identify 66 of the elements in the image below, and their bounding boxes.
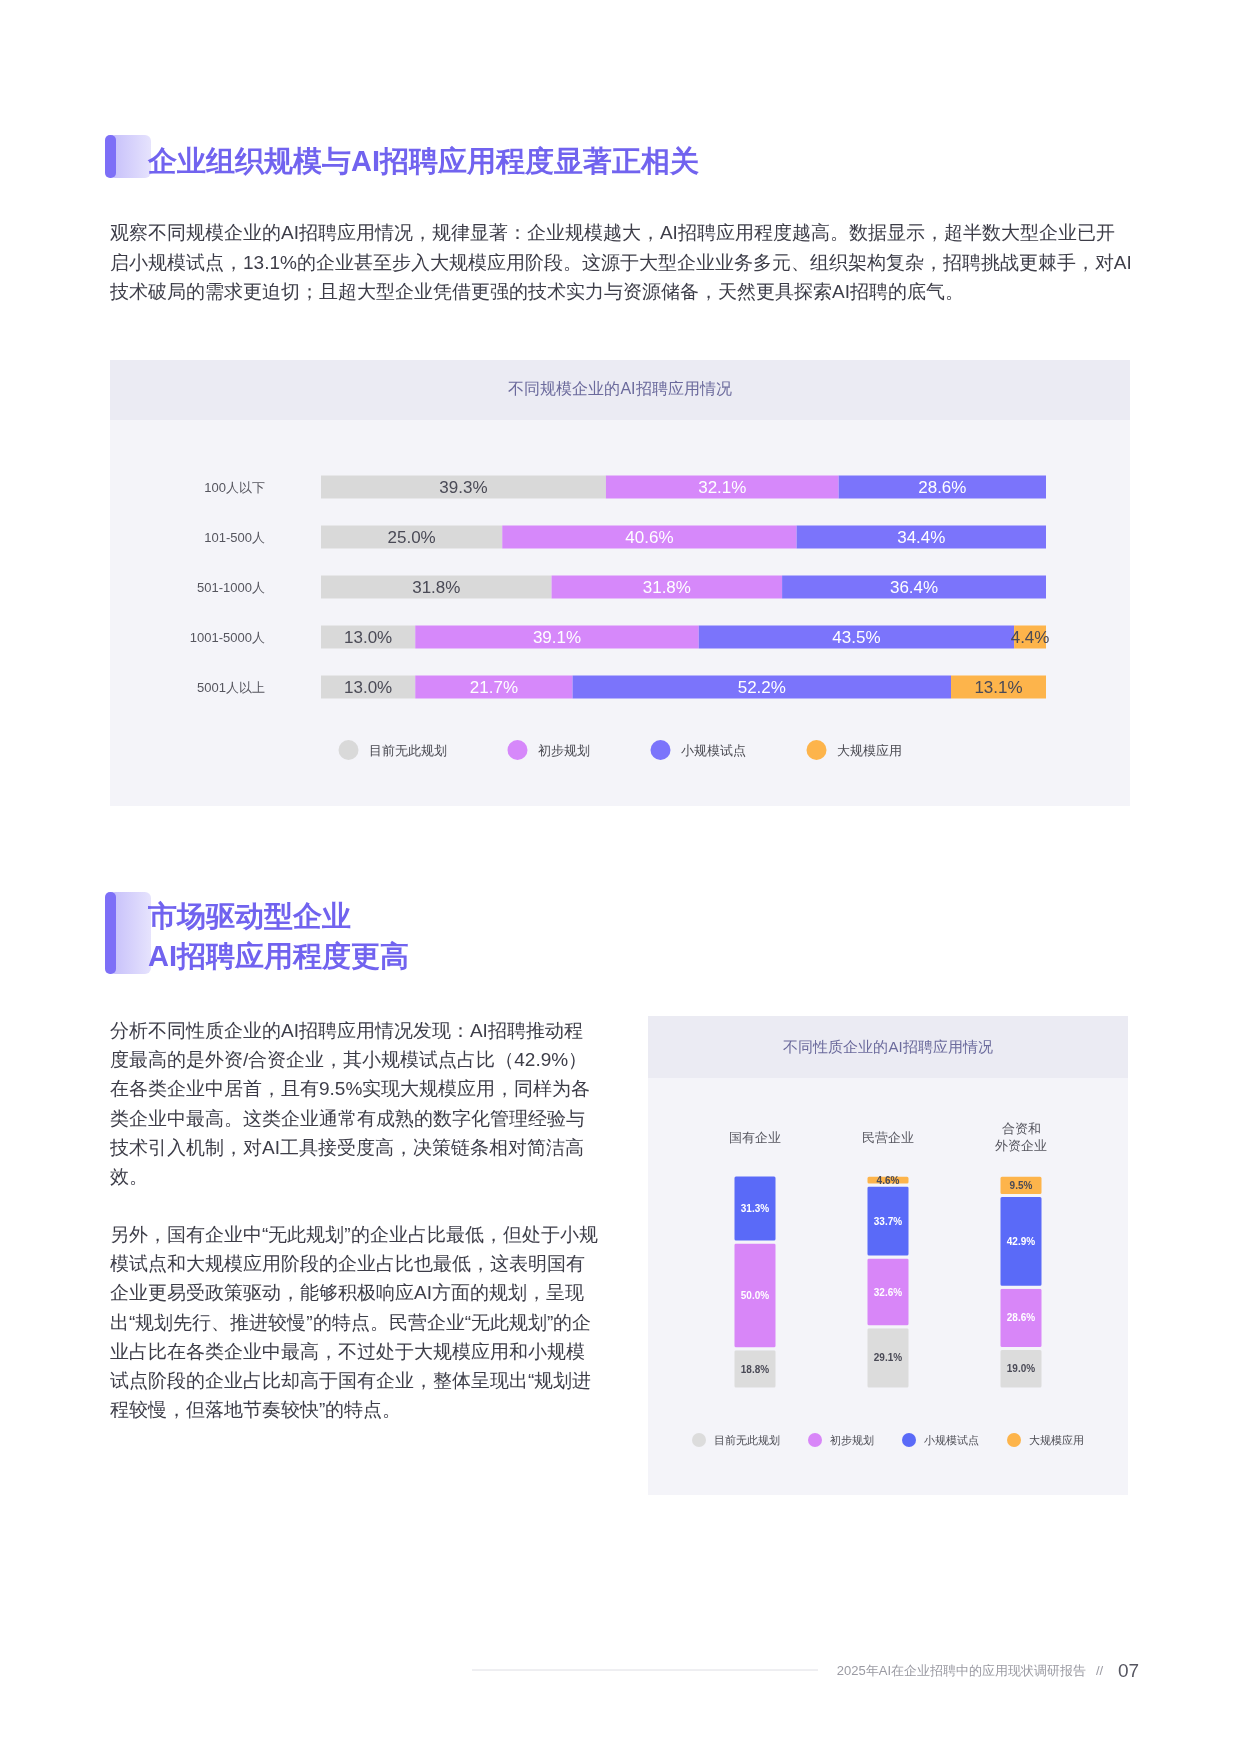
data-label: 34.4% [897, 528, 946, 548]
data-label: 21.7% [469, 678, 519, 698]
bar [796, 525, 1046, 549]
data-label: 31.8% [412, 578, 461, 598]
legend-label: 大规模应用 [1029, 1433, 1084, 1446]
y-tick-label: 100人以下 [204, 479, 265, 495]
data-label: 13.0% [344, 678, 393, 698]
data-label: 13.1% [974, 678, 1023, 698]
data-label: 39.1% [532, 628, 582, 648]
bar [321, 525, 503, 549]
bar [502, 525, 797, 549]
data-label: 40.6% [625, 528, 674, 548]
chart-title: 不同性质企业的AI招聘应用情况 [783, 1038, 993, 1055]
bar [415, 675, 573, 699]
data-label: 42.9% [1006, 1235, 1036, 1247]
legend-label: 小规模试点 [924, 1433, 979, 1446]
text: 市场驱动型企业 [147, 900, 351, 932]
x-tick-label: 国有企业 [729, 1129, 781, 1145]
text: 企业组织规模与AI招聘应用程度显著正相关 [147, 145, 699, 177]
legend-label: 初步规划 [537, 742, 590, 758]
data-label: 18.8% [740, 1363, 770, 1375]
data-label: 4.6% [876, 1174, 900, 1186]
text: 分析不同性质企业的AI招聘应用情况发现：AI招聘推动程度最高的是外资/合资企业，其小规模试点占比（42.9%）在各类企业中居首，且有9.5%实现大规模应用，同样为各类企业中最高。这类企业通常有成熟的数字化管理经验与技术引入机制，对AI工具接受度高，决策链条相对简洁高效。 [109, 1020, 591, 1187]
data-label: 31.8% [642, 578, 691, 598]
bar [551, 575, 783, 599]
data-label: 19.0% [1006, 1363, 1036, 1375]
data-label: 28.6% [918, 478, 967, 498]
data-label: 36.4% [889, 578, 939, 598]
y-tick-label: 1001-5000人 [189, 629, 265, 645]
y-tick-label: 101-500人 [204, 529, 265, 545]
data-label: 13.0% [344, 628, 393, 648]
bar [605, 475, 839, 499]
data-label: 31.3% [740, 1203, 770, 1215]
text: 另外，国有企业中“无此规划”的企业占比最低，但处于小规模试点和大规模应用阶段的企业占比也最低，这表明国有企业更易受政策驱动，能够积极响应AI方面的规划，呈现出“规划先行、推进较慢”的特点。民营企业“无此规划”的企业占比在各类企业中最高，不过处于大规模应用和小规模试点阶段的企业占比却高于国有企业，整体呈现出“规划进程较慢，但落地节奏较快”的特点。 [110, 1224, 598, 1421]
data-label: 39.3% [439, 478, 488, 498]
legend-label: 小规模试点 [680, 742, 746, 758]
data-label: 32.1% [698, 478, 747, 498]
legend-label: 大规模应用 [836, 742, 902, 758]
data-label: 33.7% [873, 1215, 903, 1227]
legend-label: 目前无此规划 [368, 742, 447, 758]
data-label: 28.6% [1006, 1312, 1036, 1324]
text: // [1096, 1663, 1104, 1678]
bar [572, 675, 952, 699]
x-tick-label: 合资和外资企业 [995, 1121, 1047, 1154]
text: 观察不同规模企业的AI招聘应用情况，规律显著：企业规模越大，AI招聘应用程度越高。数据显示，超半数大型企业已开启小规模试点，13.1%的企业甚至步入大规模应用阶段。这源于大型企业业务多元、组织架构复杂，招聘挑战更棘手，对AI技术破局的需求更迫切；且超大型企业凭借更强的技术实力与资源储备，天然更具探索AI招聘的底气。 [109, 222, 1132, 302]
data-label: 52.2% [737, 678, 786, 698]
bar [838, 475, 1046, 499]
chart-title: 不同规模企业的AI招聘应用情况 [508, 380, 732, 397]
text: AI招聘应用程度更高 [148, 940, 409, 972]
x-tick-label: 民营企业 [862, 1129, 914, 1145]
text: 2025年AI在企业招聘中的应用现状调研报告 [836, 1663, 1086, 1678]
data-label: 50.0% [740, 1289, 770, 1301]
data-label: 32.6% [873, 1286, 903, 1298]
legend-label: 目前无此规划 [714, 1433, 780, 1446]
bar [782, 575, 1046, 599]
bar [321, 575, 552, 599]
data-label: 9.5% [1009, 1179, 1033, 1191]
y-tick-label: 501-1000人 [197, 579, 265, 595]
data-label: 29.1% [873, 1352, 903, 1364]
data-label: 25.0% [387, 528, 436, 548]
legend-label: 初步规划 [830, 1433, 874, 1446]
bar [415, 625, 699, 649]
data-label: 43.5% [832, 628, 881, 648]
y-tick-label: 5001人以上 [197, 679, 265, 695]
text: 07 [1118, 1660, 1140, 1681]
bar [321, 475, 606, 499]
